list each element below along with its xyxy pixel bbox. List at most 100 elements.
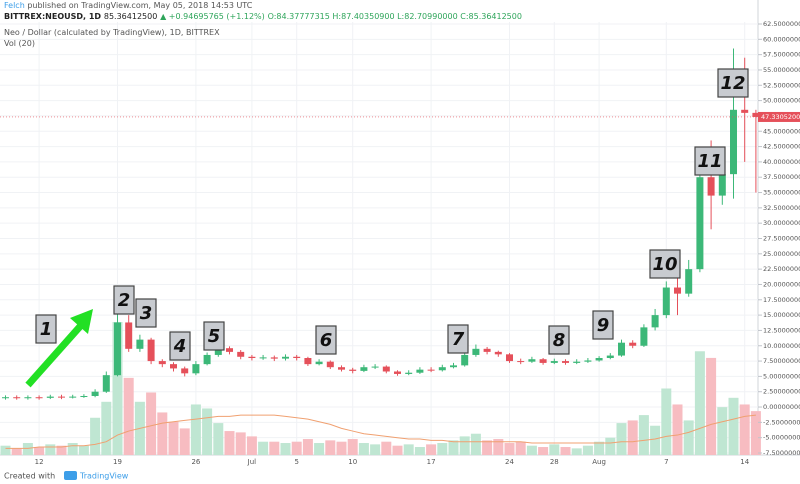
y-tick-label: 32.50000000 [763, 204, 800, 212]
y-tick-label: 17.50000000 [763, 296, 800, 304]
candle-body [550, 361, 558, 363]
y-tick-label: 12.50000000 [763, 326, 800, 334]
publish-line: Felch published on TradingView.com, May … [4, 1, 252, 10]
candle-body [203, 354, 211, 365]
candle-body [125, 322, 133, 349]
candle-body [102, 375, 110, 392]
volume-bar [706, 357, 717, 455]
arrow-shaft [25, 319, 87, 388]
candle-body [69, 396, 77, 398]
candle-body [170, 364, 177, 369]
candle-body [573, 361, 581, 363]
volume-bar [672, 404, 683, 455]
volume-bar [426, 444, 437, 455]
candle-body [438, 367, 446, 371]
candles [2, 48, 760, 400]
candle-body [293, 356, 301, 359]
candle-body [718, 174, 726, 196]
volume-bar [381, 441, 392, 455]
volume-ma [5, 414, 756, 449]
y-tick-label: 37.50000000 [763, 173, 800, 181]
volume-bar [56, 445, 67, 455]
annotation-label: 10 [652, 254, 677, 275]
volume-bar [459, 436, 470, 455]
candle-body [539, 359, 547, 363]
volume-bar [112, 322, 123, 455]
volume-bar [34, 447, 45, 455]
candle-body [595, 358, 603, 361]
candle-body [46, 396, 54, 398]
candle-body [237, 351, 245, 357]
volume-bar [638, 415, 649, 455]
annotation-box [447, 324, 469, 354]
x-tick-label: 19 [113, 458, 122, 466]
candle-body [304, 358, 312, 365]
volume-bar [213, 423, 224, 455]
annotation-label: 8 [553, 330, 566, 351]
candle-body [371, 366, 379, 368]
candle-body [674, 287, 681, 294]
candle-body [192, 364, 200, 374]
volume-bar [370, 444, 381, 455]
annotation-box [113, 285, 135, 315]
trend-arrow [25, 309, 93, 388]
annotation-box [135, 298, 157, 328]
y-tick-label: 27.50000000 [763, 235, 800, 243]
y-tick-label: 2.50000000 [763, 388, 800, 396]
annotation-label: 6 [320, 330, 333, 351]
candle-body [35, 397, 43, 399]
y-tick-label: 50.00000000 [763, 97, 800, 105]
volume-bar [392, 445, 403, 455]
axes: -7.50000000 -5.00000000 -2.50000000 0.00000… [0, 20, 800, 466]
candle-body [282, 356, 289, 359]
y-tick-label: 45.00000000 [763, 127, 800, 135]
candle-body [315, 361, 323, 365]
volume-bar [45, 444, 56, 455]
volume-bar [0, 445, 11, 455]
volume-bar [661, 388, 672, 455]
candle-body [483, 348, 491, 352]
volume-bar [526, 445, 537, 455]
y-tick-label: 62.50000000 [763, 20, 800, 28]
candle-body [114, 322, 121, 376]
symbol: BITTREX:NEOUSD, 1D [4, 12, 102, 21]
volume-bar [168, 421, 179, 455]
candle-body [270, 357, 278, 359]
y-tick-label: 30.00000000 [763, 219, 800, 227]
candle-body [158, 361, 166, 365]
price: 85.36412500 [103, 12, 158, 21]
candle-body [606, 355, 614, 359]
footer-text: Created with [4, 472, 55, 481]
volume-bar [269, 441, 280, 455]
volume-bar [482, 440, 493, 455]
annotation-box [717, 68, 749, 98]
y-tick-label: 22.50000000 [763, 265, 800, 273]
candle-body [562, 361, 569, 363]
annotation-label: 3 [140, 303, 153, 324]
volume-bar [22, 443, 33, 455]
volume-bar [325, 440, 336, 455]
candle-body [450, 365, 457, 368]
ohlc: O:84.37777315 H:87.40350900 L:82.7099000… [267, 12, 522, 21]
x-tick-label: 10 [348, 458, 357, 466]
author: Felch [4, 1, 25, 10]
volume-bar [403, 444, 414, 455]
candle-body [2, 397, 9, 399]
candle-body [640, 327, 648, 346]
x-tick-label: 26 [191, 458, 200, 466]
candle-body [685, 269, 693, 294]
volume-bar [179, 428, 190, 455]
volume-bar [146, 392, 157, 455]
volume-bar [235, 432, 246, 455]
y-tick-label: 20.00000000 [763, 280, 800, 288]
volume [0, 322, 761, 455]
volume-bar [538, 447, 549, 455]
y-tick-label: 15.00000000 [763, 311, 800, 319]
annotation-label: 5 [208, 326, 221, 347]
candle-body [147, 339, 155, 362]
candle-body [517, 361, 525, 363]
annotation-box [649, 249, 681, 279]
